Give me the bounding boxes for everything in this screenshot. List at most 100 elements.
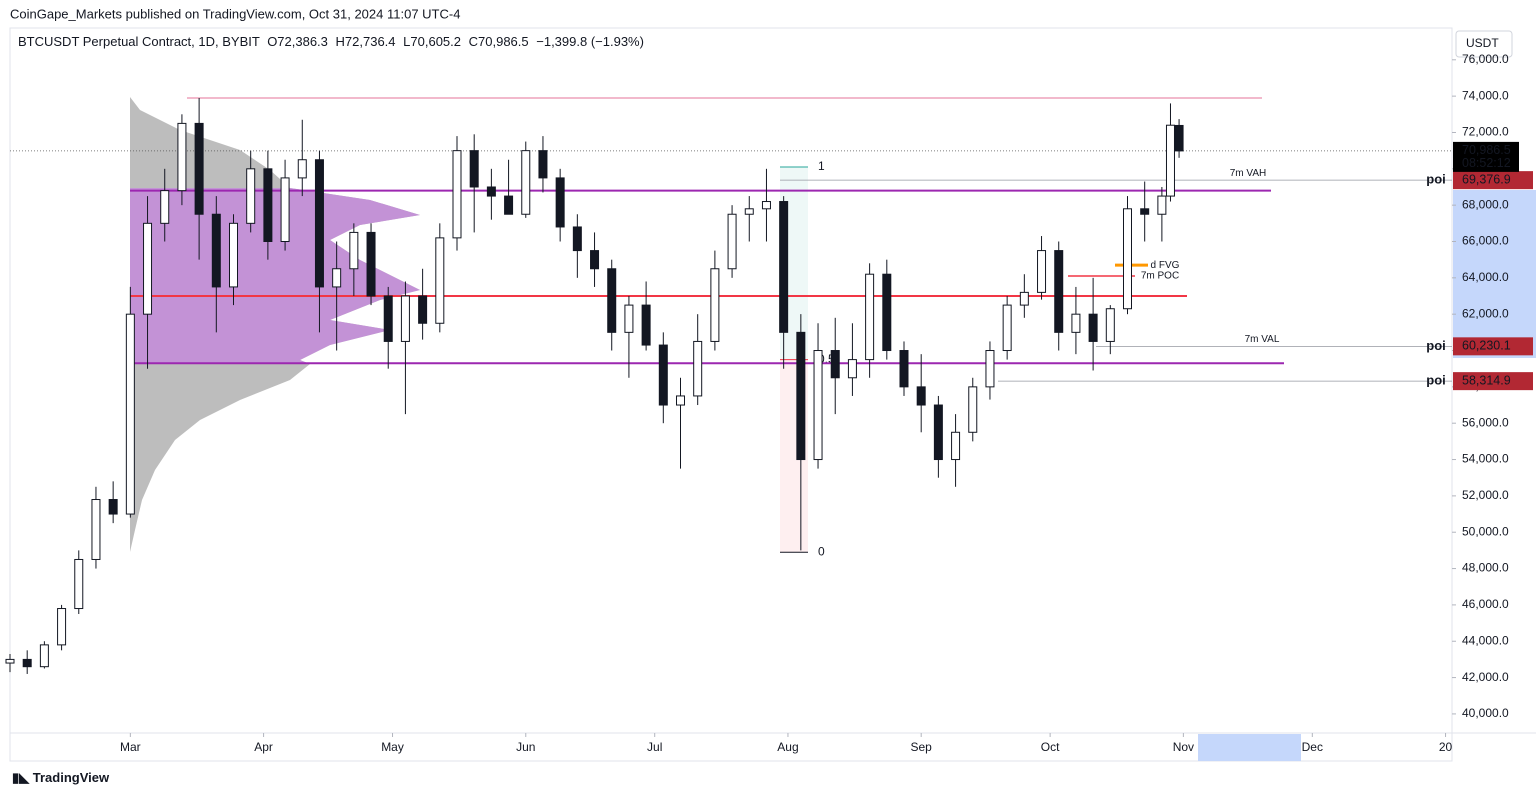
poi-price-label: 69,376.9: [1462, 172, 1511, 186]
countdown: 08:52:12: [1462, 156, 1511, 170]
candle-body: [761, 201, 771, 210]
candle-body: [400, 295, 410, 342]
candle-body: [486, 186, 496, 197]
candle-body: [727, 213, 737, 270]
volume-profile-value-area: [130, 188, 420, 364]
candle-body: [675, 395, 685, 406]
candle-body: [1174, 124, 1184, 152]
y-tick-label: 74,000.0: [1462, 88, 1509, 102]
candle-body: [916, 386, 926, 406]
candle-body: [57, 608, 67, 646]
ohlc: O72,386.3: [267, 34, 328, 49]
currency-label: USDT: [1466, 36, 1499, 50]
y-tick-label: 42,000.0: [1462, 670, 1509, 684]
candle-body: [228, 222, 238, 288]
axis-selection: [1453, 190, 1536, 358]
candle-body: [538, 150, 548, 179]
y-tick-label: 40,000.0: [1462, 706, 1509, 720]
candle-body: [1019, 291, 1029, 306]
ohlc: H72,736.4: [336, 34, 396, 49]
candle-body: [5, 658, 15, 664]
candle-body: [143, 222, 153, 315]
poi-price-label: 58,314.9: [1462, 373, 1511, 387]
candle-body: [899, 350, 909, 388]
candle-body: [280, 177, 290, 242]
y-tick-label: 46,000.0: [1462, 597, 1509, 611]
poi-price-box: [1453, 372, 1533, 391]
candle-body: [933, 404, 943, 461]
annotation-label: d FVG: [1151, 260, 1180, 271]
candle-body: [847, 359, 857, 379]
candle-body: [39, 644, 49, 668]
candle-body: [1002, 304, 1012, 352]
candle-body: [1122, 208, 1132, 310]
fib-label: 1: [818, 159, 825, 173]
y-tick-label: 76,000.0: [1462, 52, 1509, 66]
candle-body: [985, 350, 995, 388]
candle-body: [349, 231, 359, 270]
y-tick-label: 44,000.0: [1462, 633, 1509, 647]
candle-body: [555, 177, 565, 228]
candle-body: [710, 268, 720, 342]
x-tick-label: Oct: [1041, 740, 1060, 754]
candle-body: [435, 237, 445, 324]
currency-button[interactable]: [1455, 30, 1513, 58]
candle-body: [813, 350, 823, 461]
y-tick-label: 68,000.0: [1462, 197, 1509, 211]
candle-body: [160, 190, 170, 224]
symbol: BTCUSDT Perpetual Contract, 1D, BYBIT: [18, 34, 260, 49]
candle-body: [504, 195, 514, 215]
candle-body: [779, 201, 789, 333]
candle-body: [383, 295, 393, 342]
brand: ▮◣ TradingView: [12, 770, 110, 785]
last-price-label: 70,986.5: [1462, 143, 1511, 157]
annotation-label: 7m POC: [1141, 271, 1179, 282]
candle-body: [744, 208, 754, 215]
candle-body: [865, 273, 875, 361]
candle-body: [22, 658, 32, 668]
candle-body: [366, 231, 376, 297]
candle-body: [521, 150, 531, 215]
y-tick-label: 54,000.0: [1462, 452, 1509, 466]
published-note: CoinGape_Markets published on TradingVie…: [10, 6, 460, 21]
brand-name: TradingView: [33, 770, 110, 785]
candle-body: [332, 268, 342, 288]
x-tick-label: Mar: [120, 740, 141, 754]
candle-body: [796, 331, 806, 461]
candle-body: [108, 499, 118, 515]
candle-body: [693, 340, 703, 397]
candle-body: [658, 344, 668, 406]
candle-body: [1037, 250, 1047, 293]
candle-body: [246, 168, 256, 224]
candle-body: [125, 313, 135, 515]
candle-body: [1165, 124, 1175, 197]
ohlc: L70,605.2: [403, 34, 461, 49]
x-tick-label: May: [381, 740, 404, 754]
x-tick-label: Apr: [254, 740, 273, 754]
candle-body: [624, 304, 634, 333]
candle-body: [314, 159, 324, 288]
candle-body: [74, 558, 84, 610]
candle-body: [297, 159, 307, 179]
candle-body: [91, 499, 101, 560]
ohlc: C70,986.5: [469, 34, 529, 49]
candle-body: [1157, 195, 1167, 215]
x-tick-label: 20: [1439, 740, 1453, 754]
annotation-label: 7m VAH: [1230, 168, 1267, 179]
logo: ▮◣: [12, 770, 33, 785]
candle-body: [572, 226, 582, 252]
candle-body: [1054, 250, 1064, 333]
candle-body: [641, 304, 651, 346]
x-tick-label: Jul: [647, 740, 662, 754]
candle-body: [1140, 208, 1150, 215]
fib-label: 0: [818, 544, 825, 558]
candle-body: [607, 268, 617, 333]
poi-price-box: [1453, 171, 1533, 190]
y-tick-label: 66,000.0: [1462, 234, 1509, 248]
y-tick-label: 52,000.0: [1462, 488, 1509, 502]
poi-price-box: [1453, 337, 1533, 356]
candle-body: [951, 431, 961, 461]
candle-body: [452, 150, 462, 239]
